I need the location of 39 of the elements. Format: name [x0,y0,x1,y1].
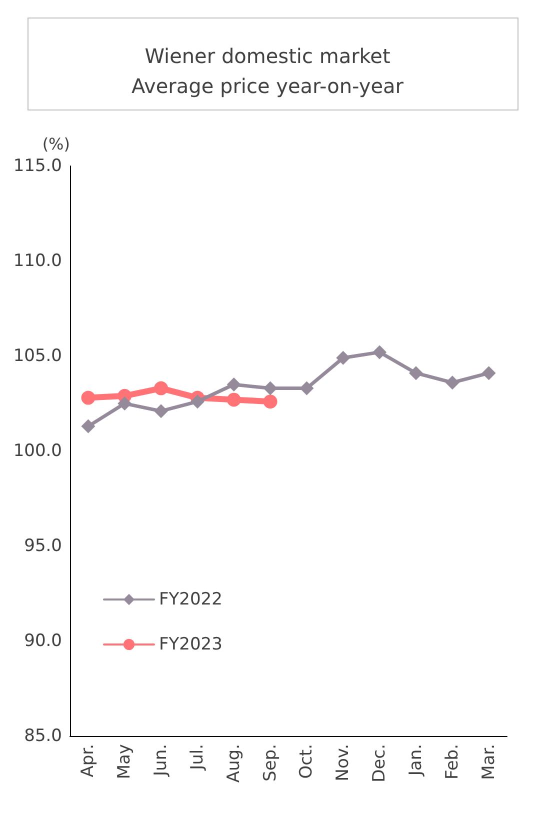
x-tick-label: Dec. [370,744,390,782]
y-tick-label: 105.0 [13,346,62,366]
y-tick-label: 90.0 [24,631,62,651]
point [190,394,204,409]
point [154,381,168,396]
x-tick-label: Jun. [151,744,172,777]
point [81,419,96,434]
x-tick-label: Jul. [187,744,208,771]
point [81,390,96,405]
point [336,350,350,365]
point [226,378,241,392]
legend-label: FY2023 [159,634,222,654]
x-tick-label: Jan. [406,744,426,777]
point [226,392,241,407]
point [408,366,423,380]
point [482,366,496,380]
x-tick-label: Aug. [224,744,244,783]
x-tick-label: Nov. [333,744,354,782]
point [154,404,168,418]
y-tick-label: 100.0 [13,441,62,461]
y-tick-label: 95.0 [24,536,62,556]
y-tick-label: 110.0 [13,251,62,271]
point [263,381,278,396]
point [118,396,132,410]
y-axis-title: (%) [42,134,70,154]
y-tick-label: 85.0 [24,726,62,746]
x-tick-label: Feb. [442,744,462,780]
x-tick-label: Oct. [296,744,317,779]
y-tick-label: 115.0 [13,156,62,176]
legend-label: FY2022 [159,590,222,610]
chart-title: Wiener domestic market Average price year-on-year [132,44,404,98]
point [263,394,278,409]
point [445,376,460,390]
x-tick-label: Mar. [478,744,499,780]
x-tick-label: Sep. [260,744,280,782]
point [372,345,387,360]
x-tick-label: May [114,744,135,780]
point [300,381,314,396]
x-tick-label: Apr. [78,744,98,778]
